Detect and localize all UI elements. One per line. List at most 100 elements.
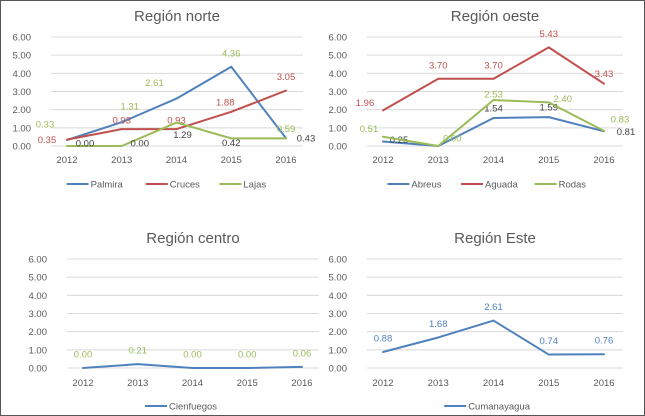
data-point <box>547 353 550 356</box>
data-label: 2.53 <box>484 90 503 101</box>
y-tick-label: 3.00 <box>329 309 348 320</box>
chart-2: Región oeste 0.00 1.00 2.00 3.00 4.00 5.00 6.00… <box>329 8 636 191</box>
data-label: 1.31 <box>121 102 140 113</box>
data-point <box>437 336 440 339</box>
data-point <box>603 353 605 356</box>
y-tick-label: 2.00 <box>329 105 348 116</box>
data-label: 1.68 <box>429 319 448 330</box>
data-label: 0.74 <box>540 336 559 347</box>
y-tick-label: 0.00 <box>329 142 348 153</box>
x-tick-label: 2016 <box>291 378 312 389</box>
data-point <box>191 367 194 369</box>
x-tick-label: 2014 <box>483 155 504 166</box>
legend-label: Cruces <box>170 180 200 191</box>
y-tick-label: 1.00 <box>329 123 348 134</box>
data-label: 1.54 <box>484 104 503 115</box>
legend-label: Lajas <box>243 180 266 191</box>
y-tick-label: 2.00 <box>29 327 48 338</box>
data-label: 0.81 <box>617 127 636 138</box>
data-label: 0.00 <box>443 134 462 145</box>
legend-label: Rodas <box>559 180 587 191</box>
y-tick-label: 3.00 <box>13 87 32 98</box>
data-point <box>246 367 249 369</box>
data-label: 3.70 <box>429 60 448 71</box>
data-point <box>120 128 123 131</box>
x-tick-label: 2012 <box>72 378 93 389</box>
data-point <box>230 110 233 113</box>
y-tick-label: 2.00 <box>329 327 348 338</box>
x-tick-label: 2013 <box>428 378 449 389</box>
x-tick-label: 2012 <box>56 155 77 166</box>
x-tick-label: 2013 <box>428 155 449 166</box>
legend-label: Abreus <box>411 180 441 191</box>
data-point <box>230 137 233 140</box>
y-tick-label: 3.00 <box>329 87 348 98</box>
data-label: 0.25 <box>390 135 409 146</box>
data-label: 0.88 <box>374 334 393 345</box>
legend-label: Aguada <box>485 180 518 191</box>
data-label: 1.59 <box>540 103 559 114</box>
y-tick-label: 1.00 <box>13 123 32 134</box>
x-tick-label: 2016 <box>593 155 614 166</box>
y-tick-label: 0.00 <box>29 364 48 375</box>
legend-label: Cumanayagua <box>468 402 531 413</box>
data-point <box>382 351 384 354</box>
chart-3: Región centro 0.00 1.00 2.00 3.00 4.00 5.00 6.0… <box>29 230 319 413</box>
y-tick-label: 1.00 <box>329 345 348 356</box>
data-point <box>382 140 384 143</box>
x-tick-label: 2013 <box>111 155 132 166</box>
data-point <box>285 89 287 92</box>
x-tick-label: 2014 <box>483 378 504 389</box>
data-label: 1.88 <box>216 97 235 108</box>
x-tick-label: 2012 <box>372 378 393 389</box>
x-tick-label: 2014 <box>166 155 187 166</box>
data-label: 1.29 <box>173 130 192 141</box>
data-point <box>175 128 178 131</box>
chart-4: Región Este 0.00 1.00 2.00 3.00 4.00 5.00 6.00 2… <box>329 230 623 413</box>
data-point <box>175 97 178 100</box>
data-label: 0.33 <box>36 120 55 131</box>
legend-label: Cienfuegos <box>169 402 217 413</box>
data-point <box>382 135 384 138</box>
legend-label: Palmira <box>91 180 124 191</box>
data-point <box>175 121 178 124</box>
data-point <box>547 116 550 119</box>
data-label: 3.43 <box>595 69 614 80</box>
y-tick-label: 4.00 <box>329 291 348 302</box>
data-label: 0.06 <box>293 348 312 359</box>
y-tick-label: 6.00 <box>13 33 32 44</box>
y-tick-label: 4.00 <box>13 69 32 80</box>
x-tick-label: 2015 <box>538 155 559 166</box>
y-tick-label: 2.00 <box>13 105 32 116</box>
y-tick-label: 1.00 <box>29 345 48 356</box>
chart-title: Región centro <box>146 230 239 247</box>
data-point <box>547 46 550 49</box>
x-tick-label: 2016 <box>593 378 614 389</box>
data-point <box>66 138 68 141</box>
data-point <box>136 363 139 366</box>
x-tick-label: 2015 <box>538 378 559 389</box>
data-point <box>66 145 68 147</box>
data-point <box>492 117 495 120</box>
y-tick-label: 0.00 <box>329 364 348 375</box>
data-label: 0.35 <box>38 135 57 146</box>
data-label: 0.00 <box>74 350 93 361</box>
y-tick-label: 4.00 <box>329 69 348 80</box>
chart-title: Región norte <box>134 8 220 25</box>
data-label: 2.40 <box>554 94 573 105</box>
data-point <box>301 365 303 368</box>
y-tick-label: 5.00 <box>13 51 32 62</box>
x-tick-label: 2012 <box>372 155 393 166</box>
data-label: 0.42 <box>222 138 241 149</box>
x-tick-label: 2013 <box>127 378 148 389</box>
data-label: 0.76 <box>595 336 614 347</box>
data-label: 5.43 <box>540 29 559 40</box>
x-tick-label: 2016 <box>275 155 296 166</box>
y-tick-label: 0.00 <box>13 142 32 153</box>
y-tick-label: 6.00 <box>329 33 348 44</box>
data-label: 0.43 <box>297 134 316 145</box>
data-label: 3.05 <box>277 72 296 83</box>
data-point <box>547 101 550 104</box>
